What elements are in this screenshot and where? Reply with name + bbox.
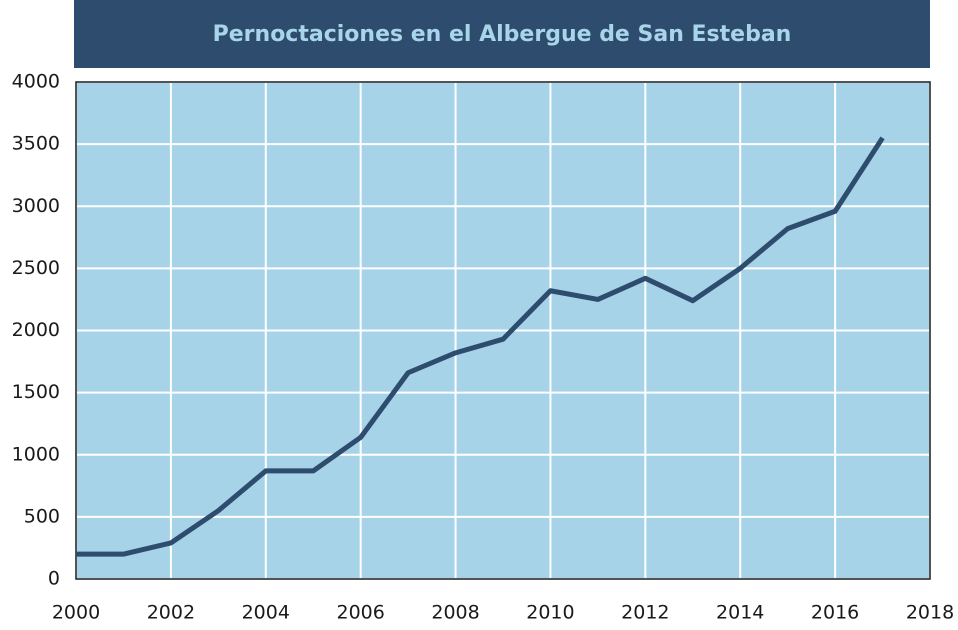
y-tick-label: 1500: [12, 381, 60, 403]
x-tick-label: 2012: [621, 602, 669, 624]
x-tick-label: 2000: [52, 602, 100, 624]
y-tick-label: 2000: [12, 319, 60, 341]
y-tick-label: 1000: [12, 443, 60, 465]
x-tick-label: 2008: [431, 602, 479, 624]
y-tick-label: 3500: [12, 133, 60, 155]
data-line: [76, 136, 885, 557]
x-tick-label: 2014: [716, 602, 764, 624]
y-tick-label: 3000: [12, 195, 60, 217]
x-tick-label: 2002: [147, 602, 195, 624]
x-tick-label: 2016: [811, 602, 859, 624]
x-tick-label: 2018: [906, 602, 954, 624]
plot-border: [75, 81, 931, 580]
y-tick-label: 2500: [12, 257, 60, 279]
x-tick-label: 2006: [336, 602, 384, 624]
y-tick-label: 0: [48, 568, 60, 590]
x-tick-label: 2010: [526, 602, 574, 624]
y-tick-label: 4000: [12, 71, 60, 93]
chart-title: Pernoctaciones en el Albergue de San Est…: [213, 22, 792, 47]
x-tick-label: 2004: [242, 602, 290, 624]
y-tick-label: 500: [24, 505, 60, 527]
title-bar: [74, 0, 930, 68]
